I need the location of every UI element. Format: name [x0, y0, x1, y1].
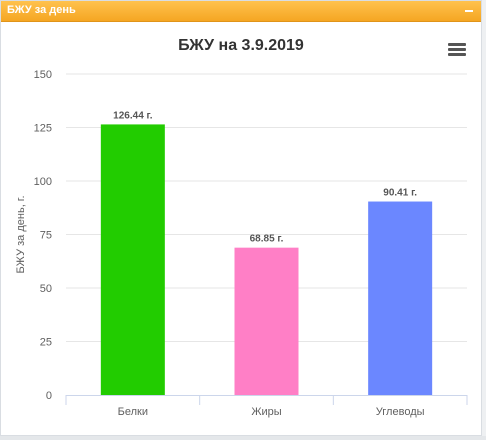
widget-title: БЖУ за день: [7, 4, 76, 16]
y-tick-label: 25: [40, 337, 52, 349]
y-axis-title: БЖУ за день, г.: [15, 195, 27, 273]
data-label: 126.44 г.: [113, 110, 153, 121]
y-tick-label: 75: [40, 230, 52, 242]
x-tick-label: Белки: [118, 406, 148, 418]
chart-title: БЖУ на 3.9.2019: [178, 37, 304, 54]
y-tick-label: 100: [34, 176, 52, 188]
bar-1: [100, 124, 165, 396]
bar-3: [368, 201, 433, 395]
widget-header: БЖУ за день: [1, 1, 481, 22]
hamburger-menu-icon[interactable]: [448, 43, 466, 57]
y-tick-label: 0: [46, 390, 52, 402]
x-tick-label: Углеводы: [376, 406, 425, 418]
minus-icon[interactable]: [465, 10, 473, 12]
footer-strip: [0, 436, 486, 440]
chart-area: БЖУ на 3.9.2019 0 25 50 75 100 125 150 БЖУ за д…: [1, 21, 481, 435]
x-tick-label: Жиры: [251, 406, 281, 418]
bar-chart: 0 25 50 75 100 125 150 БЖУ за день, г. 126.44 г.…: [15, 69, 468, 418]
data-label: 68.85 г.: [250, 234, 284, 245]
data-label: 90.41 г.: [383, 188, 417, 199]
y-tick-label: 50: [40, 283, 52, 295]
y-tick-label: 150: [34, 69, 52, 81]
bar-2: [234, 247, 299, 395]
y-tick-label: 125: [34, 123, 52, 135]
